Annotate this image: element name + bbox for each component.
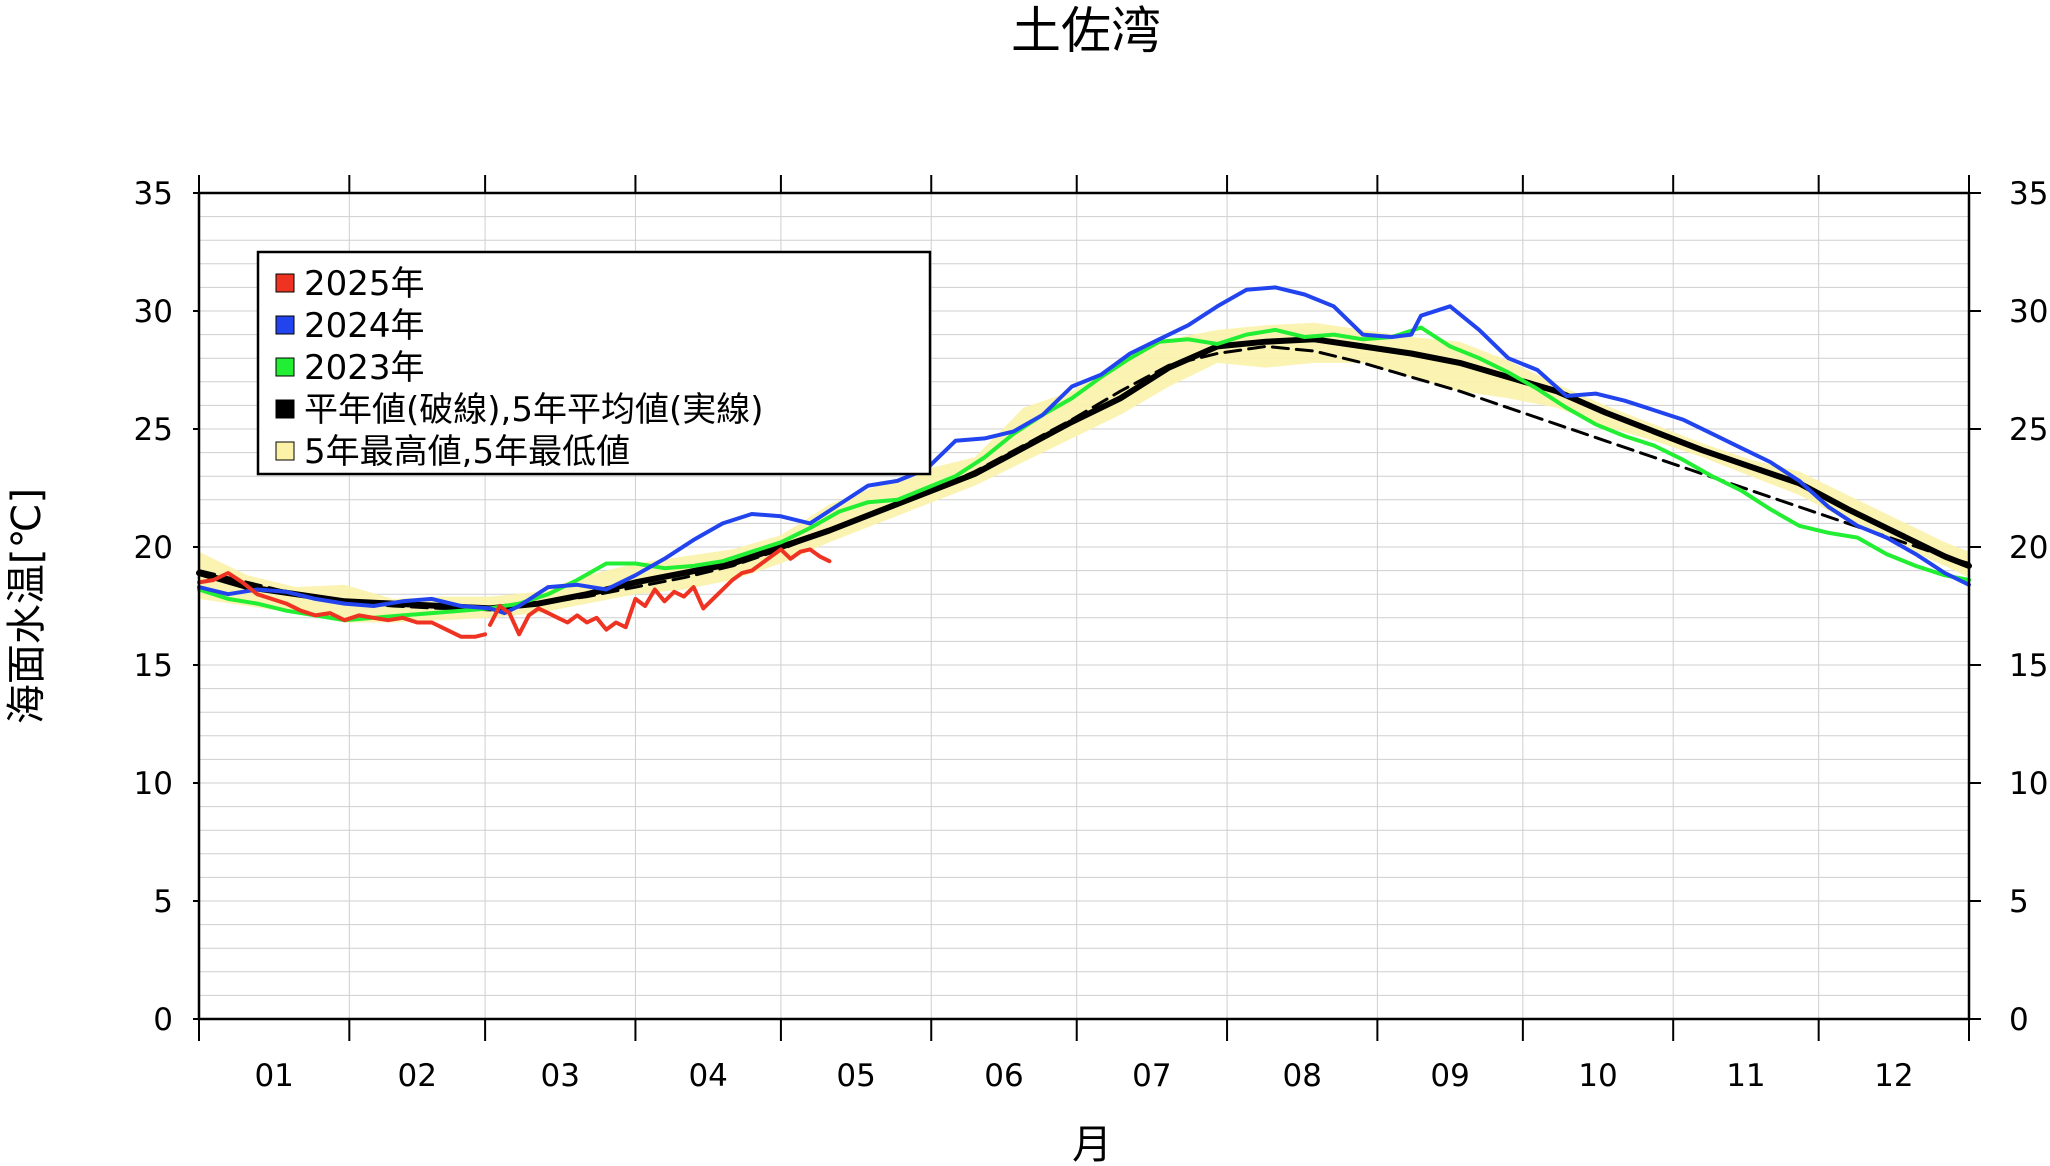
plot-frame [197, 191, 1971, 1021]
x-tick-label: 09 [1430, 1058, 1469, 1094]
x-tick-labels: 01 02 03 04 05 06 07 08 09 10 11 12 [254, 1058, 1913, 1094]
y-tick-label: 30 [134, 294, 173, 330]
y-tick-label: 15 [2009, 648, 2048, 684]
y-tick-label: 0 [2009, 1002, 2029, 1038]
y-tick-label: 15 [134, 648, 173, 684]
y-tick-label: 10 [134, 766, 173, 802]
y-tick-label: 25 [134, 412, 173, 448]
y-tick-label: 0 [153, 1002, 173, 1038]
series-line-2 [197, 325, 1971, 623]
y-tick-label: 30 [2009, 294, 2048, 330]
legend-swatch [275, 357, 295, 377]
x-tick-label: 08 [1282, 1058, 1321, 1094]
series-layer [196, 285, 1972, 639]
legend-label: 2024年 [304, 306, 425, 346]
x-tick-label: 12 [1874, 1058, 1913, 1094]
x-tick-label: 03 [541, 1058, 580, 1094]
y-tick-labels-right: 0 5 10 15 20 25 30 35 [2009, 176, 2048, 1038]
band-area [199, 322, 1969, 623]
y-tick-label: 25 [2009, 412, 2048, 448]
x-tick-label: 10 [1578, 1058, 1617, 1094]
legend-swatch [275, 315, 295, 335]
band-layer [199, 322, 1969, 623]
x-tick-label: 01 [254, 1058, 293, 1094]
x-tick-label: 11 [1726, 1058, 1765, 1094]
y-tick-labels-left: 0 5 10 15 20 25 30 35 [134, 176, 173, 1038]
x-tick-label: 05 [836, 1058, 875, 1094]
legend-box [256, 250, 932, 476]
y-tick-label: 35 [134, 176, 173, 212]
chart-title: 土佐湾 [1011, 2, 1161, 60]
y-tick-label: 5 [2009, 884, 2029, 920]
y-tick-label: 20 [2009, 530, 2048, 566]
legend-label: 平年値(破線),5年平均値(実線) [304, 390, 764, 430]
legend-label: 2023年 [304, 348, 425, 388]
legend-label: 2025年 [304, 264, 425, 304]
legend-swatch [275, 441, 295, 461]
y-tick-label: 5 [153, 884, 173, 920]
series-line-0 [197, 547, 832, 639]
legend: 2025年2024年2023年平年値(破線),5年平均値(実線)5年最高値,5年… [256, 250, 932, 476]
x-tick-label: 07 [1132, 1058, 1171, 1094]
y-axis-label: 海面水温[℃] [4, 488, 50, 724]
y-tick-label: 10 [2009, 766, 2048, 802]
axis-ticks [193, 175, 1981, 1041]
x-tick-label: 04 [688, 1058, 727, 1094]
y-tick-label: 20 [134, 530, 173, 566]
y-tick-label: 35 [2009, 176, 2048, 212]
legend-swatch [275, 273, 295, 293]
x-tick-label: 06 [984, 1058, 1023, 1094]
legend-swatch [275, 399, 295, 419]
x-tick-label: 02 [397, 1058, 436, 1094]
legend-label: 5年最高値,5年最低値 [304, 432, 630, 472]
x-axis-label: 月 [1072, 1122, 1112, 1166]
